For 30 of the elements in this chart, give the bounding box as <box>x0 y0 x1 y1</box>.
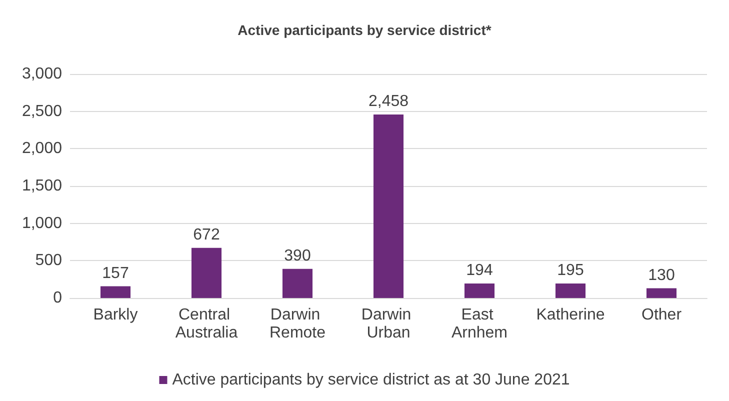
y-tick-label: 2,000 <box>22 140 62 158</box>
bar <box>555 283 586 298</box>
x-tick-label: Katherine <box>536 306 605 324</box>
x-tick-label: Darwin Urban <box>361 306 416 342</box>
data-label: 195 <box>557 262 584 279</box>
x-tick-label: Other <box>641 306 682 324</box>
legend-label: Active participants by service district as at 30 June 2021 <box>172 372 570 388</box>
bar <box>646 288 677 298</box>
bar <box>100 286 131 298</box>
data-label: 390 <box>284 247 311 264</box>
y-tick-label: 1,000 <box>22 214 62 232</box>
data-label: 672 <box>193 226 220 244</box>
chart-title: Active participants by service district* <box>238 22 492 38</box>
x-tick-label: Central Australia <box>175 306 238 342</box>
data-label: 130 <box>648 266 675 284</box>
x-tick-label: East Arnhem <box>451 306 508 342</box>
bar <box>282 268 313 298</box>
data-label: 2,458 <box>368 92 409 110</box>
data-label: 157 <box>102 264 129 282</box>
x-tick-label: Barkly <box>93 306 138 324</box>
y-tick-label: 500 <box>35 252 62 270</box>
bar <box>191 248 222 298</box>
x-tick-label: Darwin Remote <box>269 306 326 342</box>
data-label: 194 <box>466 262 493 280</box>
bar <box>464 284 495 298</box>
y-tick-label: 1,500 <box>22 178 62 194</box>
y-tick-label: 2,500 <box>22 102 62 120</box>
y-tick-label: 3,000 <box>22 66 62 82</box>
bar <box>373 114 404 298</box>
y-tick-label: 0 <box>53 290 62 306</box>
